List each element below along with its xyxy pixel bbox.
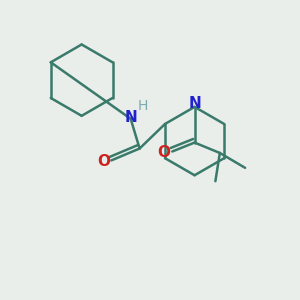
Text: N: N: [188, 96, 201, 111]
Text: N: N: [124, 110, 137, 125]
Text: O: O: [158, 146, 170, 160]
Text: O: O: [98, 154, 110, 169]
Text: H: H: [138, 99, 148, 113]
